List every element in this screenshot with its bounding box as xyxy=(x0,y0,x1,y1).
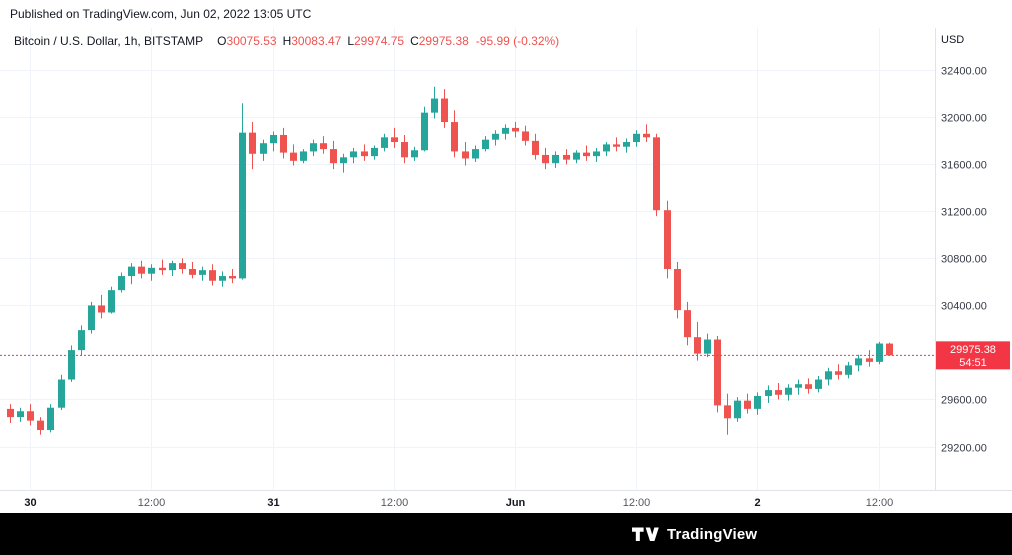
ohlc-item: O30075.53 xyxy=(217,34,277,48)
footer-bar: TradingView xyxy=(0,513,1012,555)
ohlc-item: L29974.75 xyxy=(347,34,405,48)
svg-text:2: 2 xyxy=(754,497,760,509)
chart-area: 32400.00 32000.00 31600.00 31200.00 30800.00… xyxy=(0,28,1012,513)
svg-text:12:00: 12:00 xyxy=(138,497,166,509)
svg-text:31: 31 xyxy=(267,497,279,509)
time-axis[interactable]: 30 12:00 31 12:00 Jun 12:00 2 12:00 xyxy=(24,497,893,509)
ohlc-item: C29975.38 xyxy=(410,34,469,48)
currency-label: USD xyxy=(941,34,965,46)
svg-text:32400.00: 32400.00 xyxy=(941,66,987,78)
bar-countdown: 54:51 xyxy=(959,357,987,369)
ohlc-readout: O30075.53 H30083.47 L29974.75 C29975.38 -95.… xyxy=(211,34,559,48)
ohlc-item: H30083.47 xyxy=(282,34,342,48)
published-bar: Published on TradingView.com, Jun 02, 20… xyxy=(0,0,1012,28)
svg-text:12:00: 12:00 xyxy=(381,497,409,509)
svg-text:29200.00: 29200.00 xyxy=(941,443,987,455)
svg-text:12:00: 12:00 xyxy=(866,497,894,509)
published-text: Published on TradingView.com, Jun 02, 20… xyxy=(10,7,312,21)
symbol-title: Bitcoin / U.S. Dollar, 1h, BITSTAMP xyxy=(14,34,204,48)
svg-text:Jun: Jun xyxy=(506,497,526,509)
svg-text:31200.00: 31200.00 xyxy=(941,207,987,219)
price-axis[interactable]: 32400.00 32000.00 31600.00 31200.00 30800.00… xyxy=(941,66,987,455)
change-readout: -95.99 (-0.32%) xyxy=(475,34,560,48)
svg-text:29600.00: 29600.00 xyxy=(941,395,987,407)
svg-text:30: 30 xyxy=(24,497,36,509)
svg-text:31600.00: 31600.00 xyxy=(941,160,987,172)
svg-text:30400.00: 30400.00 xyxy=(941,301,987,313)
price-badge xyxy=(936,341,1010,370)
grid-layer xyxy=(0,28,935,490)
chart-legend: Bitcoin / U.S. Dollar, 1h, BITSTAMP O3007… xyxy=(14,34,559,48)
tradingview-wordmark: TradingView xyxy=(667,525,758,543)
tradingview-brand[interactable]: TradingView xyxy=(632,513,757,555)
candles-layer xyxy=(7,86,893,435)
svg-text:12:00: 12:00 xyxy=(623,497,651,509)
tradingview-logo-icon xyxy=(632,527,659,541)
svg-text:30800.00: 30800.00 xyxy=(941,254,987,266)
candlestick-chart[interactable]: 32400.00 32000.00 31600.00 31200.00 30800.00… xyxy=(0,28,1012,513)
last-price-label: 29975.38 xyxy=(950,344,996,356)
svg-text:32000.00: 32000.00 xyxy=(941,113,987,125)
